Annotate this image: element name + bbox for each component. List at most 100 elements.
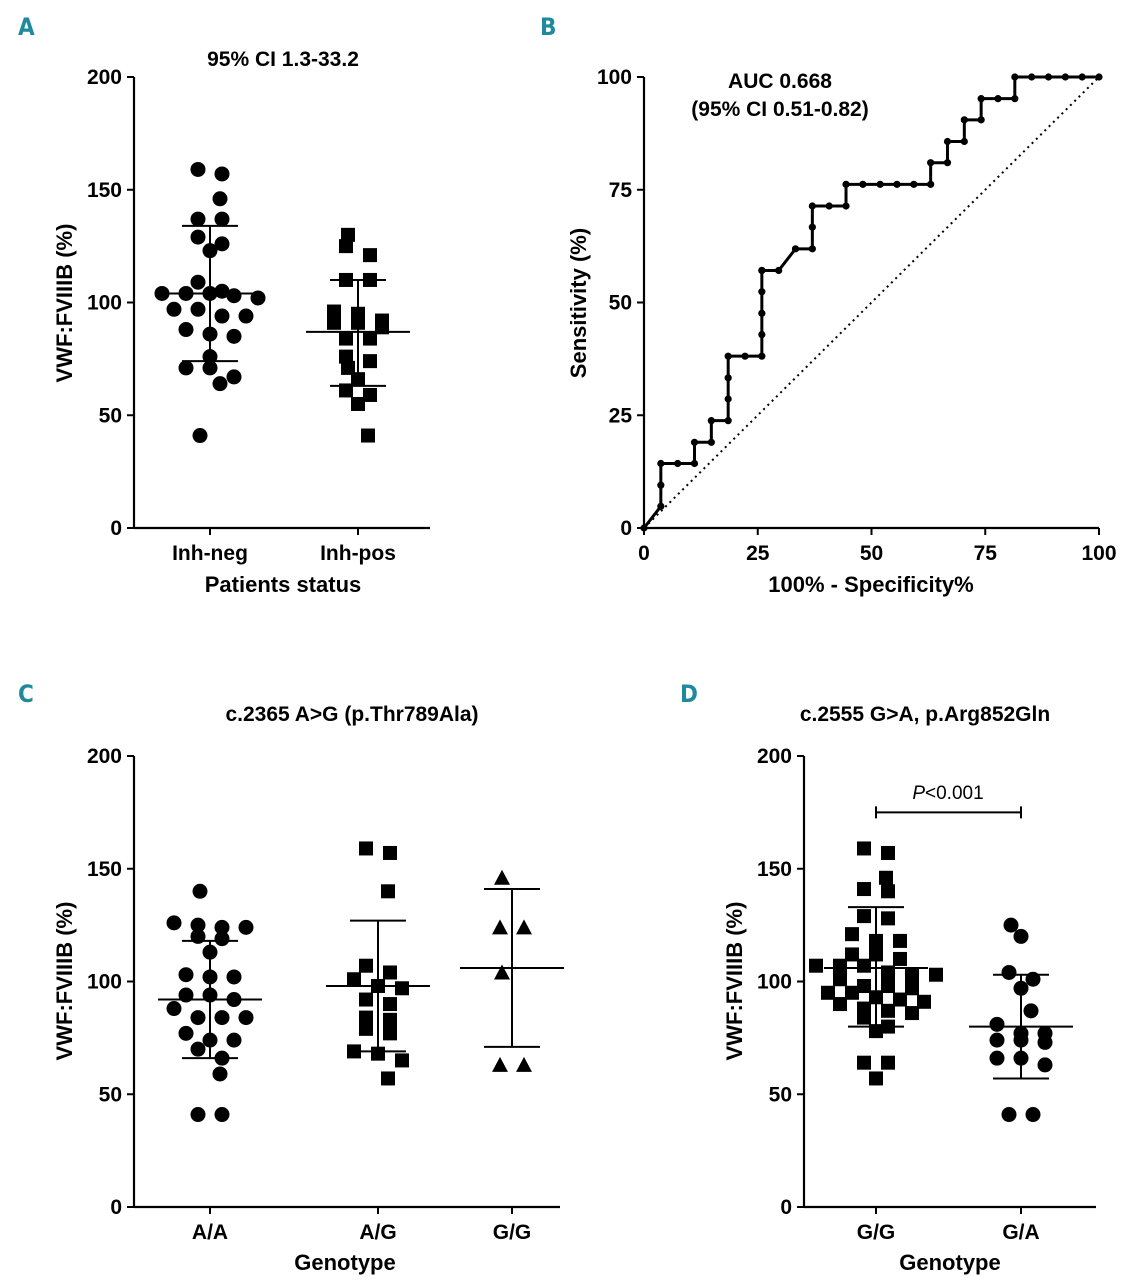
roc-point	[758, 266, 766, 275]
data-point	[1001, 1107, 1017, 1123]
roc-point	[876, 180, 884, 188]
x-tick-label-inh-neg: Inh-neg	[172, 542, 248, 565]
data-point	[381, 884, 395, 899]
data-point	[1003, 917, 1019, 933]
data-point	[214, 931, 230, 947]
roc-point	[927, 159, 935, 167]
x-tick-label: 25	[746, 542, 770, 565]
y-tick-label: 150	[87, 179, 122, 202]
data-point	[190, 161, 206, 177]
roc-point	[791, 245, 800, 253]
data-point	[212, 191, 228, 207]
roc-point	[724, 395, 732, 403]
roc-point	[960, 116, 968, 124]
data-point	[190, 1107, 206, 1123]
y-tick-label: 100	[87, 292, 122, 315]
roc-point	[1011, 95, 1019, 103]
x-tick-label-inh-pos: Inh-pos	[320, 542, 396, 565]
data-point	[214, 211, 230, 227]
x-tick-label-g-g: G/G	[493, 1221, 532, 1244]
data-point	[1023, 1003, 1039, 1019]
data-point	[178, 967, 194, 983]
data-point	[359, 992, 373, 1007]
y-tick-label: 150	[757, 858, 792, 881]
data-point	[833, 958, 847, 973]
y-tick-label: 25	[609, 404, 633, 427]
data-point	[166, 915, 182, 931]
x-tick-label-a-a: A/A	[192, 1221, 228, 1244]
x-tick-label-a-g: A/G	[359, 1221, 396, 1244]
data-point	[516, 1056, 532, 1072]
reference-line	[643, 76, 1100, 529]
data-point	[383, 997, 397, 1012]
roc-point	[825, 202, 833, 210]
y-tick-label: 50	[99, 1083, 122, 1106]
data-point	[1037, 1057, 1053, 1073]
panel-a-ylabel: VWF:FVIIIB (%)	[52, 224, 77, 383]
data-point	[383, 845, 397, 860]
data-point	[845, 947, 859, 962]
roc-point	[960, 137, 968, 146]
x-tick-label: 0	[638, 542, 650, 565]
roc-point	[808, 245, 816, 253]
data-point	[214, 1010, 230, 1026]
y-tick-label: 150	[87, 858, 122, 881]
data-point	[166, 301, 182, 317]
roc-point	[758, 288, 766, 296]
data-point	[226, 969, 242, 985]
data-point	[917, 994, 931, 1009]
data-point	[989, 1050, 1005, 1066]
data-point	[857, 958, 871, 973]
data-point	[1037, 1034, 1053, 1050]
data-point	[857, 882, 871, 897]
roc-point	[977, 95, 985, 103]
roc-point	[690, 459, 699, 468]
data-point	[989, 1016, 1005, 1032]
roc-point	[724, 417, 732, 425]
roc-point	[859, 180, 867, 188]
data-point	[363, 354, 377, 369]
data-point	[192, 428, 208, 444]
roc-point	[994, 95, 1002, 103]
data-point	[359, 958, 373, 973]
y-tick-label: 200	[87, 66, 122, 89]
data-point	[238, 308, 254, 324]
data-point	[178, 1025, 194, 1041]
data-point	[494, 869, 510, 885]
data-point	[1001, 964, 1017, 980]
data-point	[341, 227, 355, 242]
panel-d-title: c.2555 G>A, p.Arg852Gln	[800, 703, 1050, 726]
data-point	[339, 383, 353, 398]
data-point	[833, 972, 847, 987]
y-tick-label: 200	[757, 745, 792, 768]
panel-d-xlabel: Genotype	[899, 1250, 1000, 1275]
panel-a-title: 95% CI 1.3-33.2	[207, 48, 359, 71]
y-tick-label: 50	[769, 1083, 792, 1106]
data-point	[869, 1024, 883, 1039]
data-point	[845, 927, 859, 942]
panel-d-pvalue: P<0.001	[912, 783, 983, 804]
y-tick-label: 0	[110, 1196, 122, 1219]
data-point	[347, 972, 361, 987]
roc-point	[640, 524, 648, 532]
data-point	[363, 248, 377, 263]
data-point	[395, 1053, 409, 1068]
panel-c-xlabel: Genotype	[294, 1250, 395, 1275]
data-point	[833, 997, 847, 1012]
roc-point	[707, 417, 715, 425]
roc-point	[690, 438, 699, 446]
roc-point	[977, 116, 985, 124]
panel-c-title: c.2365 A>G (p.Thr789Ala)	[225, 703, 478, 726]
data-point	[879, 870, 893, 885]
roc-point	[758, 309, 766, 317]
y-tick-label: 50	[609, 292, 632, 315]
panel-b-xlabel: 100% - Specificity%	[768, 572, 973, 597]
data-point	[516, 919, 532, 935]
roc-point	[741, 352, 749, 360]
data-point	[383, 965, 397, 980]
data-point	[381, 1071, 395, 1086]
y-tick-label: 200	[87, 745, 122, 768]
roc-point	[943, 137, 952, 146]
pvalue-italic: P	[912, 783, 925, 804]
